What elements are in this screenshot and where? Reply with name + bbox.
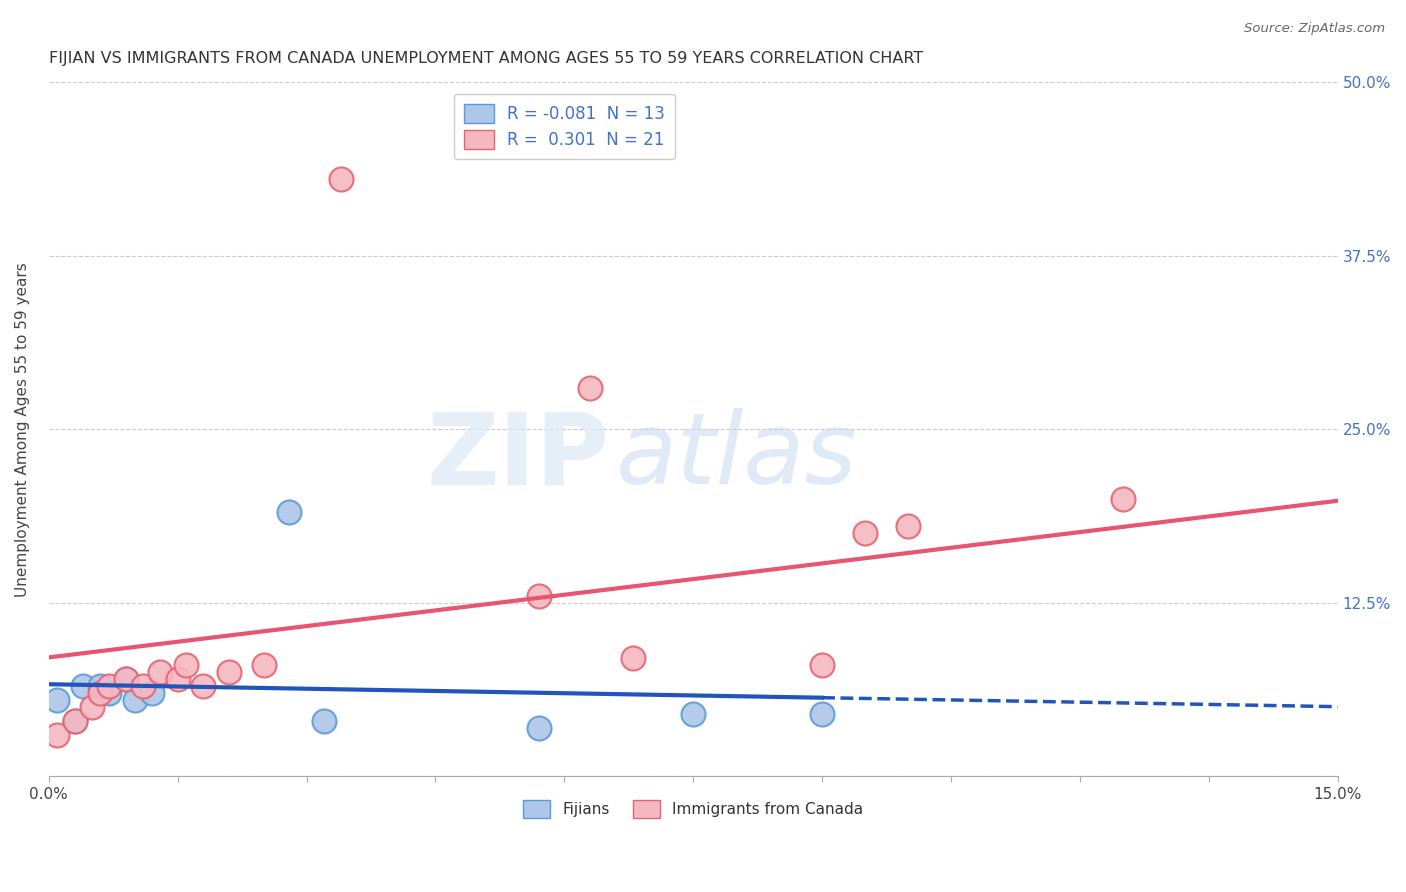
Point (1112, 491, 1135, 506)
Point (527, 589, 550, 603)
Point (141, 686, 163, 700)
Y-axis label: Unemployment Among Ages 55 to 59 years: Unemployment Among Ages 55 to 59 years (15, 261, 30, 597)
Point (72, 679, 94, 693)
Point (621, 651, 644, 665)
Point (115, 672, 138, 686)
Point (897, 519, 920, 533)
Point (811, 658, 834, 673)
Point (132, 679, 155, 693)
Point (124, 693, 146, 707)
Point (63, 714, 86, 728)
Text: FIJIAN VS IMMIGRANTS FROM CANADA UNEMPLOYMENT AMONG AGES 55 TO 59 YEARS CORRELAT: FIJIAN VS IMMIGRANTS FROM CANADA UNEMPLO… (49, 51, 922, 66)
Text: atlas: atlas (616, 409, 858, 506)
Point (89, 686, 111, 700)
Point (579, 380, 602, 394)
Point (97, 679, 120, 693)
Point (166, 672, 188, 686)
Point (46, 727, 69, 741)
Point (89, 679, 111, 693)
Point (527, 721, 550, 735)
Point (312, 714, 335, 728)
Point (811, 706, 834, 721)
Point (80, 699, 103, 714)
Point (174, 658, 197, 673)
Point (46, 693, 69, 707)
Text: Source: ZipAtlas.com: Source: ZipAtlas.com (1244, 22, 1385, 36)
Point (218, 665, 240, 679)
Point (63, 714, 86, 728)
Point (97, 686, 120, 700)
Point (115, 672, 138, 686)
Point (252, 658, 274, 673)
Point (149, 665, 172, 679)
Point (278, 505, 301, 519)
Legend: Fijians, Immigrants from Canada: Fijians, Immigrants from Canada (516, 794, 870, 824)
Text: ZIP: ZIP (426, 409, 609, 506)
Point (193, 679, 215, 693)
Point (682, 706, 704, 721)
Point (853, 526, 876, 541)
Point (329, 172, 352, 186)
